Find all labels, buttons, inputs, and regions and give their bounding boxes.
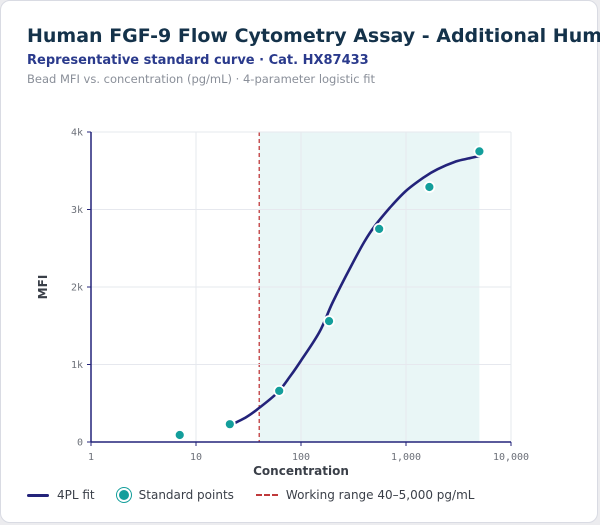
- standard-point: [373, 222, 386, 235]
- standard-point: [473, 145, 486, 158]
- standard-point: [423, 181, 436, 193]
- legend-item-range[interactable]: Working range 40–5,000 pg/mL: [255, 488, 475, 502]
- legend-fit-label: 4PL fit: [57, 488, 95, 502]
- standard-point: [273, 384, 286, 397]
- standard-curve-chart: 1 10 100 1,000 10,000 0 1k 2k 3k 4k Concentration…: [36, 128, 529, 479]
- x-tick-label: 1: [88, 452, 94, 463]
- y-tick-label: 3k: [71, 205, 83, 216]
- x-tick-label: 1,000: [391, 452, 421, 463]
- standard-point: [173, 429, 186, 441]
- legend-item-points[interactable]: Standard points: [116, 488, 234, 502]
- standard-point: [323, 315, 335, 328]
- tick-labels-layer: 1 10 100 1,000 10,000 0 1k 2k 3k 4k: [71, 128, 529, 464]
- standard-point: [223, 418, 236, 431]
- points-marker-swatch: [116, 488, 131, 502]
- range-dash-swatch: [255, 494, 278, 496]
- legend-points-label: Standard points: [138, 488, 234, 502]
- grid-layer: [91, 131, 512, 442]
- chart-description: Bead MFI vs. concentration (pg/mL) · 4-p…: [27, 72, 375, 86]
- fit-line-swatch: [27, 493, 49, 497]
- x-tick-label: 100: [292, 452, 310, 463]
- chart-title: Human FGF-9 Flow Cytometry Assay - Addit…: [27, 25, 600, 47]
- axes-layer: [87, 131, 512, 446]
- x-tick-label: 10: [190, 452, 202, 463]
- chart-subtitle: Representative standard curve · Cat. HX8…: [27, 53, 369, 68]
- y-tick-label: 2k: [71, 283, 83, 294]
- chart-legend: 4PL fit Standard points Working range 40…: [27, 488, 496, 502]
- y-tick-label: 4k: [71, 128, 83, 139]
- y-tick-label: 1k: [71, 360, 83, 371]
- x-axis-title: Concentration: [253, 464, 349, 478]
- y-axis-title: MFI: [36, 275, 50, 300]
- legend-item-fit[interactable]: 4PL fit: [27, 488, 95, 502]
- legend-range-label: Working range 40–5,000 pg/mL: [285, 488, 475, 502]
- y-tick-label: 0: [77, 438, 83, 449]
- points-layer: [173, 145, 486, 441]
- x-tick-label: 10,000: [493, 452, 529, 463]
